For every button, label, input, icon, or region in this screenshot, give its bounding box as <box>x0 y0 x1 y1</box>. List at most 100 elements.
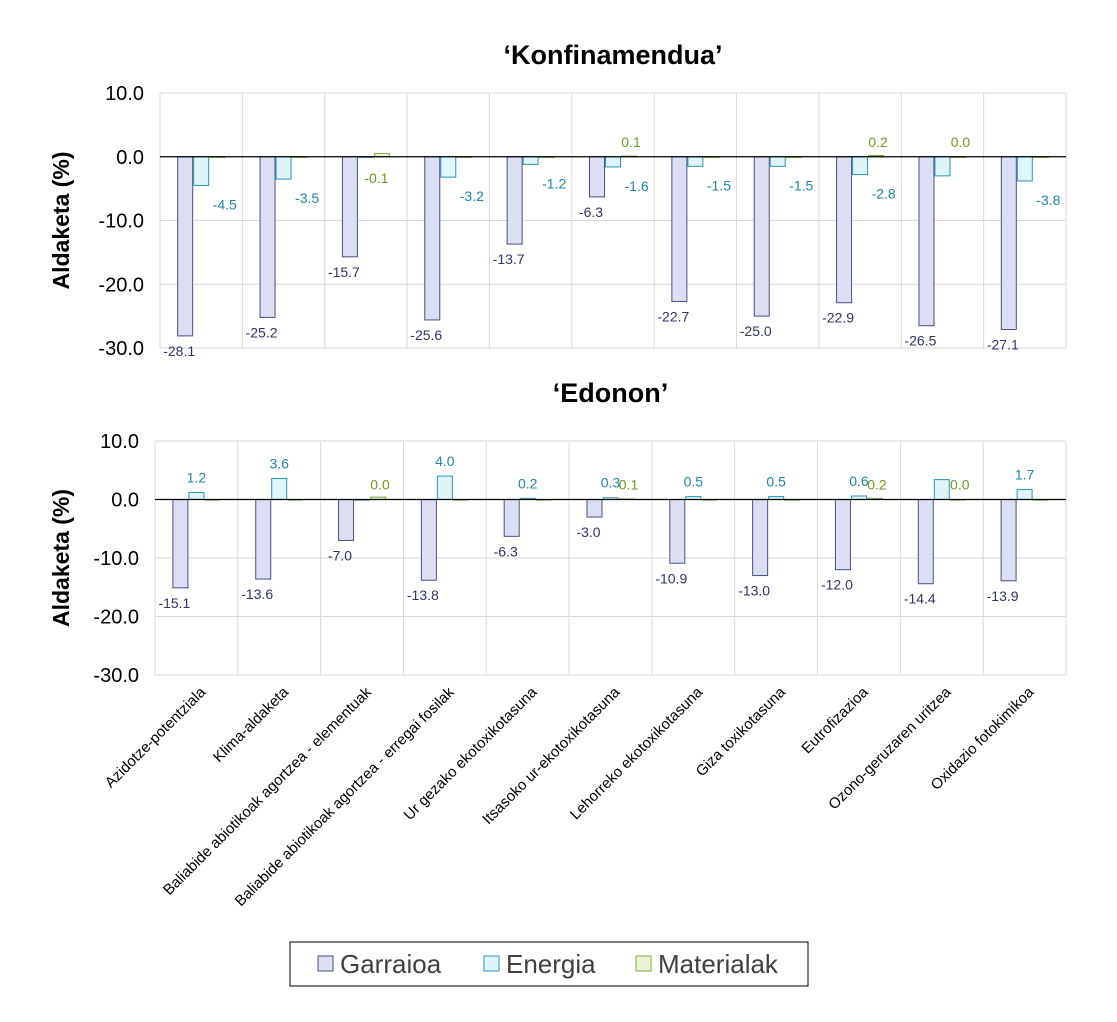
data-label-energia: -1.5 <box>789 177 813 193</box>
bar-energia <box>934 156 951 177</box>
data-label-garraioa: -13.7 <box>493 251 525 267</box>
data-label-energia: 1.2 <box>187 469 207 485</box>
data-label-garraioa: -13.0 <box>738 583 770 599</box>
legend-swatch <box>635 955 652 972</box>
data-label-energia: 0.5 <box>684 474 704 490</box>
data-label-energia: -3.2 <box>460 188 484 204</box>
bar-energia <box>522 156 539 165</box>
bar-garraioa <box>671 156 688 302</box>
data-label-energia: 0.3 <box>601 475 621 491</box>
bar-garraioa <box>177 156 194 337</box>
data-label-garraioa: -15.7 <box>328 264 360 280</box>
x-tick-label: Lehorreko ekotoxikotasuna <box>567 683 707 823</box>
data-label-garraioa: -7.0 <box>328 547 352 563</box>
bar-garraioa <box>834 499 851 571</box>
legend-label: Materialak <box>658 949 779 979</box>
x-tick-label: Azidotze-potentziala <box>102 683 210 791</box>
bar-garraioa <box>752 499 769 577</box>
data-label-materialak: 0.1 <box>621 134 641 150</box>
data-label-energia: -3.8 <box>1036 192 1060 208</box>
bar-garraioa <box>424 156 441 321</box>
data-label-energia: -3.5 <box>295 190 319 206</box>
data-label-materialak: 0.0 <box>951 134 971 150</box>
bar-garraioa <box>918 156 935 327</box>
data-label-materialak: 0.0 <box>370 477 390 493</box>
y-tick-label: -30.0 <box>93 665 139 687</box>
data-label-garraioa: -12.0 <box>821 577 853 593</box>
bar-garraioa <box>586 499 603 518</box>
bar-energia <box>852 156 869 176</box>
bar-garraioa <box>1000 499 1017 582</box>
data-label-materialak: 0.2 <box>867 477 887 493</box>
data-label-materialak: 0.2 <box>868 134 888 150</box>
data-label-garraioa: -10.9 <box>655 570 687 586</box>
data-label-materialak: -0.1 <box>364 170 388 186</box>
data-label-garraioa: -14.4 <box>904 591 936 607</box>
data-label-energia: 1.7 <box>1015 467 1035 483</box>
legend-swatch <box>483 955 500 972</box>
chart-title: ‘Konfinamendua’ <box>503 40 722 70</box>
bar-energia <box>605 156 621 168</box>
bar-energia <box>933 479 950 500</box>
data-label-energia: 0.5 <box>766 474 786 490</box>
bar-garraioa <box>836 156 853 304</box>
x-tick-label: Klima-aldaketa <box>210 683 293 766</box>
data-label-energia: 0.6 <box>849 473 869 489</box>
data-label-garraioa: -25.2 <box>246 324 278 340</box>
data-label-garraioa: -13.9 <box>987 588 1019 604</box>
legend-label: Garraioa <box>340 949 442 979</box>
data-label-energia: -4.5 <box>213 196 237 212</box>
y-tick-label: 0.0 <box>116 147 144 169</box>
bar-energia <box>769 156 786 167</box>
bar-garraioa <box>338 499 355 541</box>
data-label-garraioa: -6.3 <box>494 543 518 559</box>
y-tick-label: -10.0 <box>98 211 144 233</box>
data-label-energia: -1.2 <box>542 175 566 191</box>
y-tick-label: -30.0 <box>98 338 144 360</box>
data-label-energia: 3.6 <box>269 455 289 471</box>
bar-garraioa <box>420 499 437 581</box>
bar-energia <box>1016 489 1033 500</box>
data-label-garraioa: -6.3 <box>579 204 603 220</box>
y-axis-label: Aldaketa (%) <box>48 151 74 289</box>
bar-energia <box>687 156 704 167</box>
bar-energia <box>1016 156 1033 182</box>
legend-label: Energia <box>506 949 596 979</box>
data-label-garraioa: -3.0 <box>576 524 600 540</box>
bar-energia <box>440 156 457 178</box>
data-label-garraioa: -22.7 <box>657 308 689 324</box>
data-label-garraioa: -28.1 <box>163 343 195 359</box>
data-label-energia: -1.6 <box>625 178 649 194</box>
data-label-garraioa: -13.8 <box>407 587 439 603</box>
chart-title: ‘Edonon’ <box>553 378 668 408</box>
y-tick-label: -10.0 <box>93 548 139 570</box>
x-tick-label: Eutrofizazioa <box>798 683 872 757</box>
data-label-garraioa: -15.1 <box>158 595 190 611</box>
data-label-garraioa: -26.5 <box>904 333 936 349</box>
bar-garraioa <box>341 156 358 258</box>
bar-garraioa <box>589 156 605 198</box>
bar-garraioa <box>259 156 276 318</box>
data-label-garraioa: -27.1 <box>987 337 1019 353</box>
bar-garraioa <box>669 499 686 564</box>
bar-energia <box>436 475 453 501</box>
data-label-garraioa: -25.6 <box>410 327 442 343</box>
y-axis-label: Aldaketa (%) <box>48 489 74 627</box>
data-label-energia: -1.5 <box>707 177 731 193</box>
data-label-materialak: 0.0 <box>950 477 970 493</box>
y-tick-label: 10.0 <box>100 431 139 453</box>
data-label-garraioa: -13.6 <box>241 586 273 602</box>
bar-garraioa <box>255 499 272 580</box>
bar-garraioa <box>1000 156 1017 331</box>
bar-energia <box>275 156 292 180</box>
y-tick-label: -20.0 <box>98 274 144 296</box>
data-label-energia: -2.8 <box>872 186 896 202</box>
y-tick-label: 10.0 <box>105 83 144 105</box>
bar-energia <box>193 156 210 186</box>
bar-garraioa <box>917 499 934 585</box>
data-label-garraioa: -22.9 <box>822 310 854 326</box>
y-tick-label: -20.0 <box>93 607 139 629</box>
data-label-energia: 4.0 <box>435 453 455 469</box>
